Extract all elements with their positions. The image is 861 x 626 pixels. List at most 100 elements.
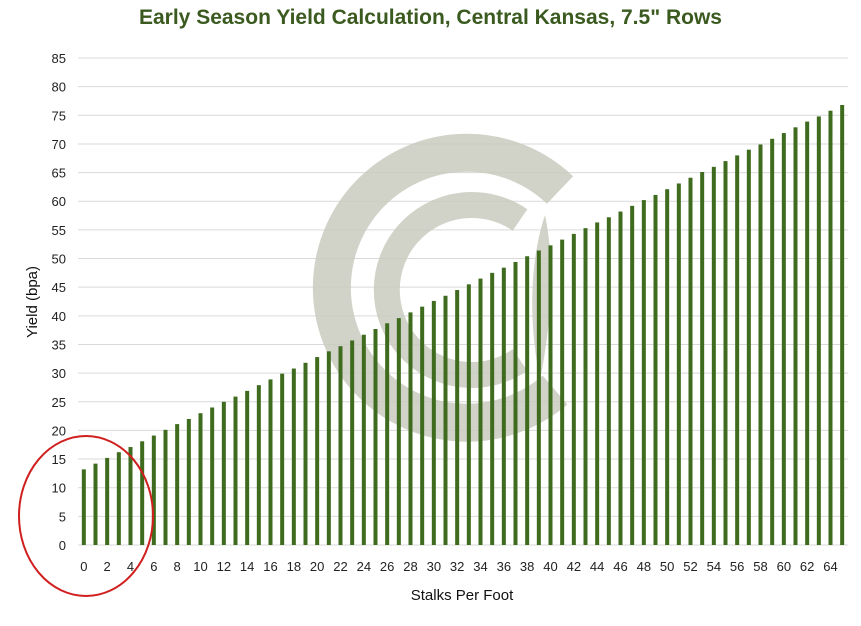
bar-8 — [175, 424, 180, 545]
x-tick-label: 6 — [150, 559, 157, 574]
bar-2 — [105, 457, 110, 545]
x-tick-label: 48 — [637, 559, 651, 574]
bar-10 — [198, 413, 203, 545]
x-tick-label: 12 — [217, 559, 231, 574]
bar-18 — [291, 368, 296, 545]
x-tick-label: 2 — [104, 559, 111, 574]
x-axis-ticks: 0 2 4 6 8 10 12 14 16 18 20 22 24 26 28 30 32 34 36 38 40 42 4… — [80, 559, 838, 574]
y-tick-label: 40 — [52, 309, 66, 324]
y-tick-label: 50 — [52, 252, 66, 267]
bar-26 — [385, 323, 390, 545]
bar-31 — [443, 295, 448, 545]
bar-29 — [420, 306, 425, 545]
bar-53 — [700, 172, 705, 545]
bar-19 — [303, 362, 308, 545]
y-tick-label: 10 — [52, 481, 66, 496]
x-tick-label: 36 — [497, 559, 511, 574]
bar-27 — [396, 318, 401, 545]
bar-44 — [595, 222, 600, 545]
bar-15 — [256, 385, 261, 545]
bar-46 — [618, 211, 623, 546]
x-tick-label: 62 — [800, 559, 814, 574]
bar-41 — [560, 239, 565, 545]
bar-40 — [548, 245, 553, 546]
annotation-circle — [18, 435, 154, 597]
x-tick-label: 54 — [707, 559, 721, 574]
bar-59 — [770, 138, 775, 545]
y-tick-label: 30 — [52, 366, 66, 381]
y-tick-label: 0 — [59, 538, 66, 553]
y-axis-title: Yield (bpa) — [24, 266, 41, 338]
y-tick-label: 5 — [59, 509, 66, 524]
y-tick-label: 75 — [52, 108, 66, 123]
bar-38 — [525, 256, 530, 545]
bar-5 — [140, 441, 145, 545]
bar-50 — [665, 189, 670, 545]
bar-9 — [186, 418, 191, 545]
x-tick-label: 4 — [127, 559, 134, 574]
x-tick-label: 10 — [193, 559, 207, 574]
bar-42 — [571, 233, 576, 545]
bar-33 — [466, 284, 471, 545]
bar-45 — [606, 217, 611, 545]
bar-48 — [641, 200, 646, 545]
x-tick-label: 58 — [753, 559, 767, 574]
y-tick-label: 45 — [52, 280, 66, 295]
bar-23 — [350, 340, 355, 545]
x-tick-label: 50 — [660, 559, 674, 574]
y-tick-label: 80 — [52, 80, 66, 95]
x-tick-label: 42 — [567, 559, 581, 574]
bar-series — [81, 104, 845, 546]
x-tick-label: 46 — [613, 559, 627, 574]
y-tick-label: 65 — [52, 166, 66, 181]
watermark-outer-arc — [312, 133, 574, 442]
bar-64 — [828, 110, 833, 546]
bar-20 — [315, 357, 320, 545]
bar-56 — [735, 155, 740, 545]
watermark-inner-arc — [373, 192, 528, 388]
bar-4 — [128, 447, 133, 545]
x-tick-label: 20 — [310, 559, 324, 574]
x-tick-label: 32 — [450, 559, 464, 574]
bar-16 — [268, 379, 273, 545]
y-axis-ticks: 0 5 10 15 20 25 30 35 40 45 50 55 60 65 70 75 80 85 — [52, 51, 66, 553]
x-tick-label: 14 — [240, 559, 254, 574]
bar-12 — [221, 401, 226, 545]
bar-61 — [793, 127, 798, 546]
x-tick-label: 64 — [823, 559, 837, 574]
bar-17 — [280, 373, 285, 545]
bar-65 — [840, 104, 845, 546]
y-tick-label: 60 — [52, 194, 66, 209]
y-tick-label: 20 — [52, 423, 66, 438]
bar-32 — [455, 290, 460, 545]
x-tick-label: 40 — [543, 559, 557, 574]
x-tick-label: 38 — [520, 559, 534, 574]
bar-47 — [630, 205, 635, 545]
bar-39 — [536, 250, 541, 545]
x-tick-label: 22 — [333, 559, 347, 574]
y-tick-label: 25 — [52, 395, 66, 410]
bar-57 — [746, 149, 751, 545]
bar-54 — [711, 166, 716, 545]
bar-34 — [478, 278, 483, 545]
bar-3 — [116, 452, 121, 545]
bar-43 — [583, 228, 588, 546]
x-tick-label: 8 — [174, 559, 181, 574]
bar-22 — [338, 346, 343, 545]
bar-30 — [431, 300, 436, 545]
bar-49 — [653, 194, 658, 546]
x-tick-label: 18 — [287, 559, 301, 574]
chart-title: Early Season Yield Calculation, Central … — [138, 6, 722, 29]
bar-60 — [781, 133, 786, 545]
bar-63 — [816, 116, 821, 545]
bar-11 — [210, 407, 215, 545]
x-axis-title: Stalks Per Foot — [411, 587, 514, 604]
bar-25 — [373, 329, 378, 545]
x-tick-label: 56 — [730, 559, 744, 574]
gridlines — [78, 57, 848, 546]
x-tick-label: 52 — [683, 559, 697, 574]
bar-62 — [805, 121, 810, 546]
x-tick-label: 24 — [357, 559, 371, 574]
bar-55 — [723, 161, 728, 546]
